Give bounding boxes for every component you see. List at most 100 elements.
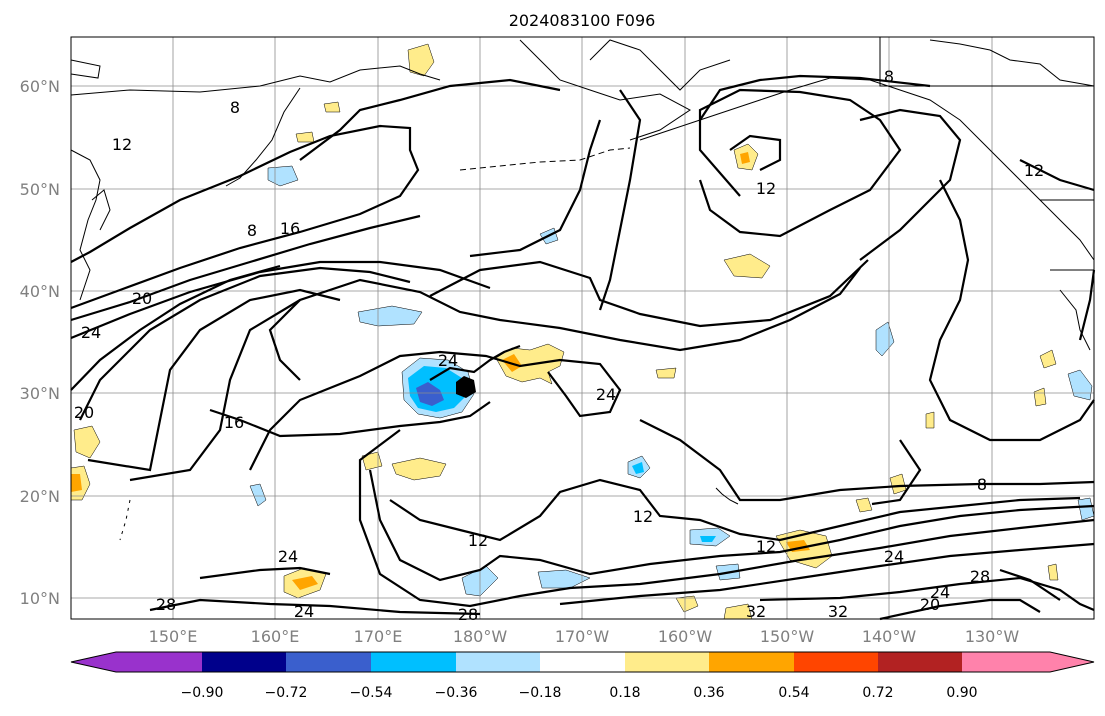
anomaly-positive-low: [723, 253, 771, 279]
latitude-labels: 60°N 50°N 40°N 30°N 20°N 10°N: [20, 77, 60, 608]
lon-label: 140°W: [862, 627, 917, 646]
colorbar-swatch: [794, 652, 878, 672]
colorbar: −0.90 −0.72 −0.54 −0.36 −0.18 0.18 0.36 …: [70, 651, 1095, 701]
lon-label: 160°E: [251, 627, 300, 646]
coastline-aleutians: [459, 147, 631, 171]
anomaly-positive-low: [675, 595, 699, 613]
contour-line: [598, 89, 642, 311]
anomaly-positive-mid: [292, 576, 318, 590]
colorbar-swatch: [878, 652, 962, 672]
contour-line: [368, 469, 1095, 582]
anomaly-negative-mid: [700, 536, 716, 542]
colorbar-swatch: [962, 652, 1050, 672]
figure-title: 2024083100 F096: [509, 11, 656, 30]
contour-line: [389, 478, 1081, 542]
lat-label: 30°N: [20, 384, 60, 403]
lon-label: 150°W: [760, 627, 815, 646]
contour-line: [429, 259, 869, 328]
lat-label: 50°N: [20, 180, 60, 199]
contour-line: [698, 88, 902, 238]
contour-line: [87, 288, 341, 472]
contour-label-12: 12: [756, 179, 776, 198]
anomaly-positive-low: [295, 131, 315, 143]
contour-label-12: 12: [1024, 161, 1044, 180]
coastline: [589, 39, 731, 91]
anomaly-positive-mid: [71, 474, 82, 492]
contour-label-12: 12: [633, 507, 653, 526]
lon-label: 170°W: [555, 627, 610, 646]
contour-line: [70, 260, 491, 340]
contour-label-28: 28: [156, 595, 176, 614]
contour-line: [209, 401, 491, 438]
contour-label-12: 12: [112, 135, 132, 154]
contour-label-12: 12: [468, 531, 488, 550]
contour-label-24: 24: [81, 323, 101, 342]
colorbar-tick: 0.90: [946, 685, 977, 701]
colorbar-tick: −0.90: [181, 685, 224, 701]
colorbar-swatch: [456, 652, 540, 672]
contour-label-24: 24: [438, 351, 458, 370]
anomaly-positive-low: [1047, 563, 1059, 581]
anomaly-negative-low: [537, 569, 591, 589]
coastline: [639, 77, 1095, 261]
anomaly-positive-low: [1033, 387, 1047, 407]
coastline: [70, 59, 101, 79]
colorbar-extend-high: [1050, 652, 1094, 672]
contour-label-24: 24: [930, 583, 950, 602]
contour-label-24: 24: [294, 602, 314, 621]
lat-label: 40°N: [20, 282, 60, 301]
contour-line: [429, 344, 521, 381]
contour-line: [299, 78, 561, 161]
lon-label: 170°E: [354, 627, 403, 646]
coastline: [70, 149, 101, 301]
anomaly-negative-low: [875, 321, 895, 357]
coastline: [225, 87, 301, 187]
anomaly-positive-low: [407, 43, 435, 77]
colorbar-swatch: [371, 652, 456, 672]
contour-lines: [70, 74, 1096, 621]
colorbar-tick: 0.36: [693, 685, 724, 701]
colorbar-swatch: [540, 652, 625, 672]
contour-line: [699, 74, 931, 121]
colorbar-tick: 0.72: [862, 685, 893, 701]
contour-label-24: 24: [278, 547, 298, 566]
contour-label-8: 8: [230, 98, 240, 117]
lon-label: 160°W: [658, 627, 713, 646]
contour-line: [1019, 159, 1095, 192]
colorbar-tick: −0.72: [265, 685, 308, 701]
contour-label-32: 32: [828, 602, 848, 621]
contour-label-8: 8: [247, 221, 257, 240]
contour-label-32: 32: [746, 602, 766, 621]
contour-line: [879, 598, 1041, 621]
coastline: [1059, 289, 1091, 351]
contour-line: [70, 214, 421, 322]
colorbar-tick: −0.36: [435, 685, 478, 701]
contour-label-28: 28: [970, 567, 990, 586]
contour-line: [1078, 269, 1096, 341]
lon-label: 180°W: [453, 627, 508, 646]
contour-line: [871, 439, 922, 506]
colorbar-tick: 0.54: [778, 685, 809, 701]
anomaly-positive-low: [925, 411, 935, 429]
contour-label-16: 16: [224, 413, 244, 432]
colorbar-swatches: [71, 652, 1094, 672]
colorbar-swatch: [286, 652, 371, 672]
coastlines: [70, 37, 1095, 541]
lon-label: 130°W: [965, 627, 1020, 646]
colorbar-outline: [70, 651, 1095, 673]
anomaly-positive-low: [391, 457, 447, 481]
anomaly-positive-mid: [740, 152, 750, 164]
contour-line: [559, 542, 1095, 606]
contour-line: [249, 350, 622, 471]
anomaly-positive-low: [323, 101, 341, 113]
contour-label-group: 8 8 8 8 12 12 12 12 12 12 16 16 20 20 20…: [74, 67, 1044, 624]
anomaly-negative-low: [267, 165, 299, 187]
contour-label-12: 12: [756, 537, 776, 556]
storm-center-marker: [456, 376, 476, 398]
contour-line: [79, 266, 411, 421]
longitude-labels: 150°E 160°E 170°E 180°W 170°W 160°W 150°…: [149, 627, 1020, 646]
contour-label-24: 24: [884, 547, 904, 566]
anomaly-positive-low: [73, 425, 101, 459]
